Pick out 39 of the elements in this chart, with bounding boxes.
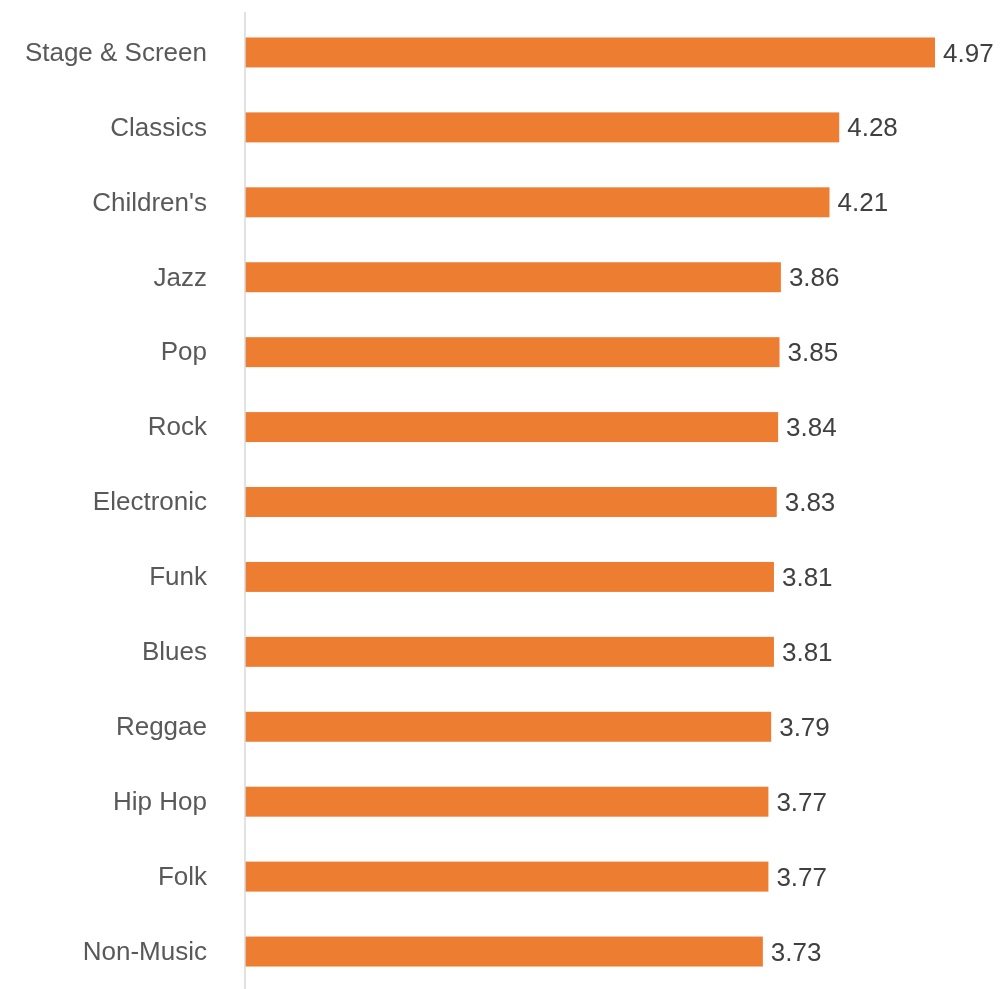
data-label: 3.73 [770,936,822,967]
bar [245,936,763,967]
data-label: 3.77 [776,861,828,892]
y-tick-label: Hip Hop [113,786,207,817]
y-tick-label: Rock [147,411,208,442]
data-label: 3.81 [781,636,833,667]
bar [245,636,774,667]
bar [245,711,772,742]
y-tick-label: Pop [160,336,207,367]
data-label: 4.21 [837,187,889,218]
y-tick-label: Funk [149,561,208,592]
y-tick-label: Folk [157,860,208,891]
y-tick-label: Reggae [115,711,207,742]
data-label: 3.84 [786,412,837,443]
bar [245,37,935,68]
y-tick-label: Children's [92,186,207,217]
data-label: 4.97 [943,37,994,68]
bar [245,561,774,592]
y-tick-label: Classics [110,111,207,142]
y-tick-label: Stage & Screen [24,36,207,67]
bar [245,112,840,143]
data-label: 3.83 [784,487,836,518]
bar [245,786,769,817]
y-tick-label: Non-Music [82,935,207,966]
data-label: 3.79 [779,711,830,742]
y-tick-label: Jazz [153,261,207,292]
bar [245,412,779,443]
bar [245,861,769,892]
data-label: 3.86 [788,262,840,293]
y-tick-label: Electronic [92,486,207,517]
data-label: 3.81 [781,562,833,593]
data-label: 4.28 [847,112,898,143]
bar [245,187,830,218]
bar [245,262,781,293]
y-tick-label: Blues [141,636,207,667]
bar [245,337,780,368]
data-label: 3.85 [787,337,839,368]
bar [245,487,777,517]
data-label: 3.77 [776,786,828,817]
